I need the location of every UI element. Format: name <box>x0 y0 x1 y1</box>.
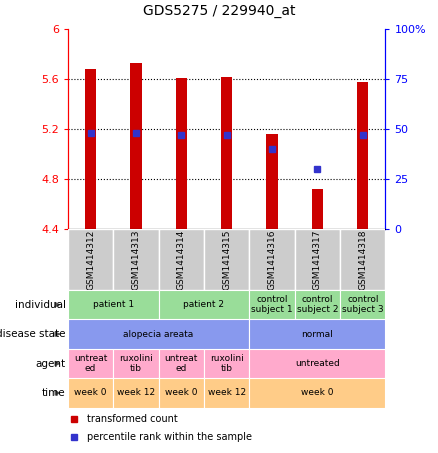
Text: GSM1414316: GSM1414316 <box>268 229 276 289</box>
Text: untreat
ed: untreat ed <box>165 354 198 373</box>
Bar <box>249 319 385 349</box>
Text: normal: normal <box>301 330 333 338</box>
Text: disease state: disease state <box>0 329 66 339</box>
Bar <box>204 229 249 290</box>
Text: time: time <box>42 388 66 398</box>
Bar <box>249 349 385 378</box>
Text: GSM1414314: GSM1414314 <box>177 229 186 289</box>
Bar <box>113 229 159 290</box>
Bar <box>113 378 159 408</box>
Text: agent: agent <box>35 358 66 369</box>
Bar <box>204 349 249 378</box>
Bar <box>221 77 232 229</box>
Text: week 12: week 12 <box>208 389 246 397</box>
Text: week 0: week 0 <box>74 389 107 397</box>
Text: GSM1414318: GSM1414318 <box>358 229 367 289</box>
Text: control
subject 1: control subject 1 <box>251 295 293 314</box>
Bar <box>159 229 204 290</box>
Bar <box>295 229 340 290</box>
Bar <box>159 290 249 319</box>
Text: control
subject 3: control subject 3 <box>342 295 384 314</box>
Bar <box>357 82 368 229</box>
Text: untreat
ed: untreat ed <box>74 354 107 373</box>
Bar <box>249 290 295 319</box>
Text: GSM1414312: GSM1414312 <box>86 229 95 289</box>
Text: GSM1414313: GSM1414313 <box>131 229 141 289</box>
Bar <box>130 63 141 229</box>
Bar <box>204 378 249 408</box>
Bar <box>85 69 96 229</box>
Text: patient 2: patient 2 <box>184 300 225 309</box>
Bar <box>249 229 295 290</box>
Bar <box>249 378 385 408</box>
Text: individual: individual <box>15 299 66 310</box>
Bar <box>68 349 113 378</box>
Text: week 12: week 12 <box>117 389 155 397</box>
Text: patient 1: patient 1 <box>93 300 134 309</box>
Text: transformed count: transformed count <box>87 414 178 424</box>
Text: GSM1414317: GSM1414317 <box>313 229 322 289</box>
Text: ruxolini
tib: ruxolini tib <box>119 354 153 373</box>
Bar <box>176 78 187 229</box>
Text: week 0: week 0 <box>301 389 334 397</box>
Bar <box>312 189 323 229</box>
Bar <box>159 349 204 378</box>
Text: week 0: week 0 <box>165 389 198 397</box>
Text: alopecia areata: alopecia areata <box>124 330 194 338</box>
Bar <box>113 349 159 378</box>
Bar <box>266 134 278 229</box>
Bar <box>159 378 204 408</box>
Text: control
subject 2: control subject 2 <box>297 295 338 314</box>
Bar <box>295 290 340 319</box>
Bar <box>68 319 249 349</box>
Text: GSM1414315: GSM1414315 <box>222 229 231 289</box>
Bar <box>68 378 113 408</box>
Text: untreated: untreated <box>295 359 340 368</box>
Bar <box>68 290 159 319</box>
Text: GDS5275 / 229940_at: GDS5275 / 229940_at <box>143 4 295 18</box>
Bar <box>340 229 385 290</box>
Text: ruxolini
tib: ruxolini tib <box>210 354 244 373</box>
Bar <box>340 290 385 319</box>
Text: percentile rank within the sample: percentile rank within the sample <box>87 432 252 442</box>
Bar <box>68 229 113 290</box>
